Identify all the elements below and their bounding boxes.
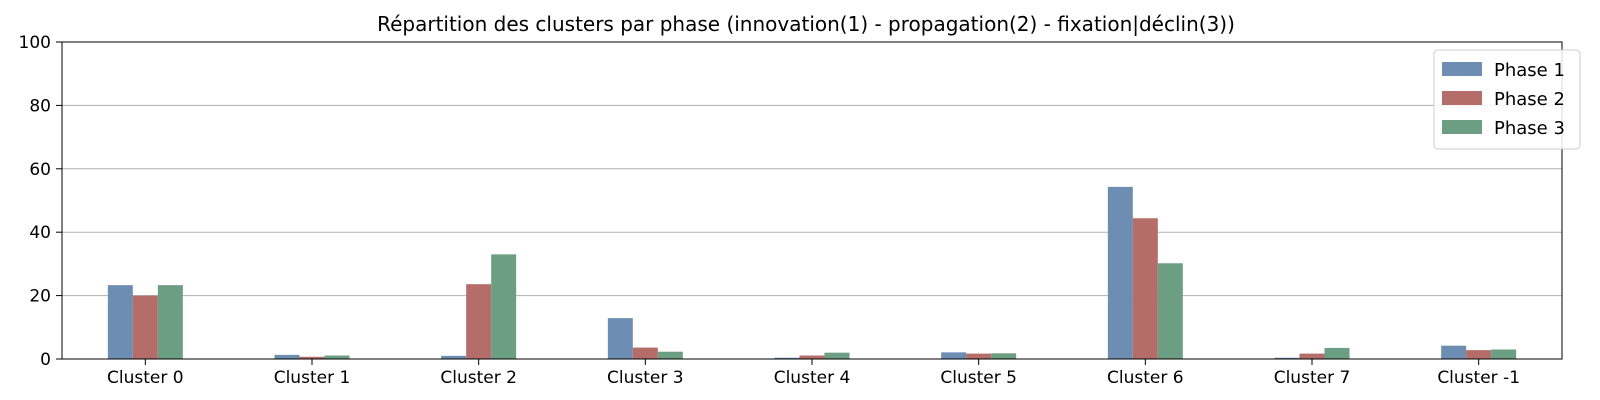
legend-swatch — [1442, 62, 1482, 76]
x-tick-label: Cluster 0 — [107, 368, 184, 388]
bar-phase-1-cluster-7 — [1274, 357, 1300, 359]
bar-phase-3-cluster--1 — [1491, 349, 1517, 359]
x-tick-label: Cluster 1 — [274, 368, 351, 388]
plot-frame — [61, 41, 1563, 360]
y-tick-label: 60 — [29, 160, 51, 180]
bar-phase-1-cluster-0 — [107, 285, 133, 359]
chart-title: Répartition des clusters par phase (inno… — [377, 12, 1235, 36]
bar-phase-3-cluster-6 — [1157, 263, 1183, 359]
bar-phase-3-cluster-7 — [1324, 347, 1350, 359]
x-tick-label: Cluster 4 — [774, 368, 851, 388]
y-axis: 0 20 40 60 80 100 — [19, 33, 62, 370]
bar-phase-1-cluster-2 — [441, 355, 467, 359]
bar-phase-2-cluster-4 — [799, 355, 825, 359]
y-tick-label: 80 — [29, 96, 51, 116]
grid-lines — [62, 104, 1562, 297]
x-tick-label: Cluster -1 — [1437, 368, 1520, 388]
bars-group — [107, 186, 1517, 359]
legend-label: Phase 1 — [1494, 60, 1565, 81]
x-tick-label: Cluster 6 — [1107, 368, 1184, 388]
bar-phase-3-cluster-4 — [824, 352, 850, 359]
bar-phase-3-cluster-5 — [991, 353, 1017, 359]
legend-swatch — [1442, 120, 1482, 134]
bar-phase-2-cluster--1 — [1466, 350, 1492, 359]
bar-phase-2-cluster-6 — [1132, 218, 1158, 359]
legend-swatch — [1442, 91, 1482, 105]
bar-phase-1-cluster-5 — [941, 352, 967, 359]
bar-phase-2-cluster-3 — [632, 347, 658, 359]
legend-label: Phase 3 — [1494, 118, 1565, 139]
x-axis: Cluster 0 Cluster 1 Cluster 2 Cluster 3 Clus… — [107, 359, 1520, 388]
y-tick-label: 40 — [29, 223, 51, 243]
y-tick-label: 20 — [29, 287, 51, 307]
bar-phase-2-cluster-7 — [1299, 353, 1325, 359]
y-tick-label: 100 — [19, 33, 51, 53]
bar-phase-1-cluster-1 — [274, 354, 300, 359]
x-tick-label: Cluster 5 — [940, 368, 1017, 388]
bar-phase-1-cluster-6 — [1107, 186, 1133, 359]
bar-phase-3-cluster-3 — [657, 351, 683, 359]
y-tick-label: 0 — [40, 350, 51, 370]
legend-label: Phase 2 — [1494, 89, 1565, 110]
bar-phase-1-cluster--1 — [1441, 345, 1467, 359]
bar-phase-2-cluster-0 — [132, 295, 158, 359]
bar-phase-1-cluster-3 — [607, 318, 633, 359]
bar-phase-3-cluster-1 — [324, 355, 350, 359]
bar-phase-3-cluster-0 — [157, 285, 183, 359]
bar-phase-1-cluster-4 — [774, 357, 800, 359]
bar-phase-3-cluster-2 — [491, 254, 517, 359]
bar-phase-2-cluster-1 — [299, 356, 325, 359]
bar-phase-2-cluster-2 — [466, 284, 492, 359]
bar-phase-2-cluster-5 — [966, 353, 992, 359]
x-tick-label: Cluster 7 — [1274, 368, 1351, 388]
legend: Phase 1 Phase 2 Phase 3 — [1433, 49, 1581, 150]
x-tick-label: Cluster 2 — [440, 368, 517, 388]
x-tick-label: Cluster 3 — [607, 368, 684, 388]
